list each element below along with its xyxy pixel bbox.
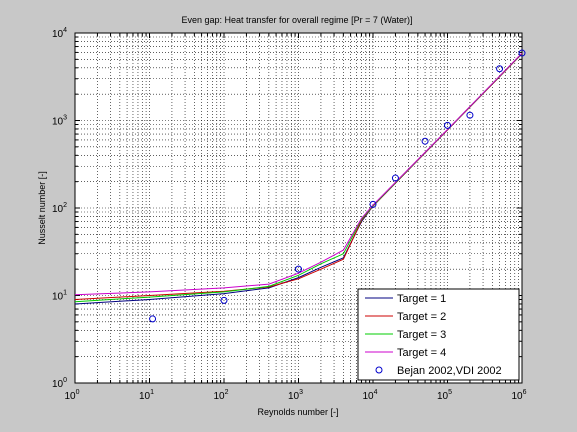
x-tick-exponent: 5 (448, 389, 452, 396)
y-tick-label: 103 (52, 115, 67, 128)
y-tick-label: 100 (52, 377, 67, 390)
x-tick-label: 101 (139, 389, 154, 402)
x-tick-base: 10 (288, 391, 300, 402)
x-tick-label: 100 (64, 389, 79, 402)
series-group (74, 49, 526, 323)
y-tick-exponent: 1 (63, 290, 67, 297)
y-tick-exponent: 0 (63, 377, 67, 384)
y-tick-base: 10 (52, 204, 64, 215)
data-point (149, 315, 157, 323)
legend-item: Bejan 2002,VDI 2002 (375, 365, 502, 377)
x-tick-base: 10 (511, 391, 523, 402)
x-tick-label: 105 (437, 389, 452, 402)
chart-title: Even gap: Heat transfer for overall regi… (181, 15, 412, 25)
x-tick-base: 10 (64, 391, 76, 402)
x-tick-exponent: 3 (299, 389, 303, 396)
legend-marker (375, 366, 383, 374)
y-tick-exponent: 3 (63, 115, 67, 122)
x-tick-base: 10 (139, 391, 151, 402)
legend: Target = 1 Target = 2 Target = 3 Target = 4… (357, 288, 520, 381)
data-point (391, 174, 399, 182)
legend-label: Bejan 2002,VDI 2002 (397, 365, 502, 377)
x-tick-exponent: 6 (523, 389, 527, 396)
legend-item: Target = 4 (365, 347, 446, 359)
data-point (369, 200, 377, 208)
legend-item: Target = 3 (365, 329, 446, 341)
y-axis-label: Nusselt number [-] (37, 171, 47, 245)
y-tick-label: 101 (52, 290, 67, 303)
legend-item: Target = 2 (365, 311, 446, 323)
data-point (444, 121, 451, 129)
legend-label: Target = 3 (397, 329, 446, 341)
y-tick-base: 10 (52, 379, 64, 390)
y-tick-label: 102 (52, 202, 67, 215)
legend-item: Target = 1 (365, 293, 446, 305)
legend-label: Target = 1 (397, 293, 446, 305)
x-tick-exponent: 1 (150, 389, 154, 396)
y-tick-exponent: 4 (63, 27, 67, 34)
y-tick-base: 10 (52, 117, 64, 128)
x-tick-base: 10 (362, 391, 374, 402)
data-point (295, 265, 302, 273)
x-tick-label: 106 (511, 389, 526, 402)
data-point (421, 137, 429, 145)
x-tick-label: 103 (288, 389, 303, 402)
x-tick-label: 102 (213, 389, 228, 402)
x-tick-exponent: 4 (374, 389, 378, 396)
y-tick-exponent: 2 (63, 202, 67, 209)
y-tick-base: 10 (52, 292, 64, 303)
legend-label: Target = 2 (397, 311, 446, 323)
y-tick-label: 104 (52, 27, 67, 40)
data-point (466, 111, 474, 119)
x-tick-base: 10 (437, 391, 449, 402)
x-tick-exponent: 2 (225, 389, 229, 396)
x-tick-label: 104 (362, 389, 377, 402)
legend-label: Target = 4 (397, 347, 446, 359)
x-tick-exponent: 0 (76, 389, 80, 396)
data-point (220, 296, 228, 304)
data-point (496, 65, 504, 73)
x-tick-base: 10 (213, 391, 225, 402)
x-axis-label: Reynolds number [-] (257, 407, 338, 417)
data-point (518, 49, 526, 57)
y-tick-base: 10 (52, 29, 64, 40)
series-5 (149, 49, 526, 323)
